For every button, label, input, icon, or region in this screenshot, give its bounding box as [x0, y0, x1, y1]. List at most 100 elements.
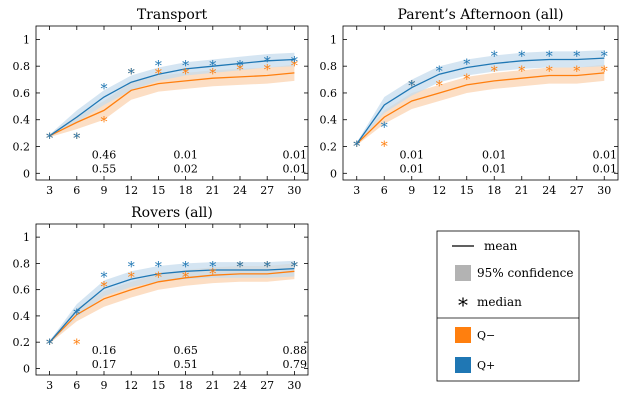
x-tick-label: 9 — [101, 184, 108, 197]
x-tick-label: 15 — [151, 184, 165, 197]
median-marker-q-minus: * — [491, 64, 498, 80]
median-marker-q-plus: * — [182, 260, 189, 276]
x-tick-label: 9 — [408, 184, 415, 197]
annotation-top: 0.65 — [173, 344, 198, 357]
mean-line-q-minus — [356, 72, 605, 145]
median-marker-q-minus: * — [381, 139, 388, 155]
median-marker-q-plus: * — [209, 260, 216, 276]
median-marker-q-plus: * — [73, 307, 80, 323]
legend-confidence-label: 95% confidence — [477, 266, 574, 280]
legend-q-minus-swatch-icon — [455, 327, 471, 343]
annotation-bottom: 0.17 — [92, 358, 117, 371]
annotation-top: 0.46 — [92, 149, 117, 162]
legend-confidence-swatch-icon — [455, 265, 471, 281]
y-tick-label: 0.8 — [320, 60, 338, 73]
median-marker-q-minus: * — [182, 270, 189, 286]
x-tick-label: 24 — [233, 184, 247, 197]
median-marker-q-plus: * — [182, 59, 189, 75]
median-marker-q-minus: * — [73, 337, 80, 353]
median-marker-q-minus: * — [101, 279, 108, 295]
mean-line-q-minus — [49, 270, 295, 343]
median-marker-q-minus: * — [463, 72, 470, 88]
legend-mean-label: mean — [484, 239, 518, 253]
x-tick-label: 3 — [353, 184, 360, 197]
annotation-bottom: 0.01 — [400, 163, 425, 176]
legend-q-minus-label: Q− — [477, 329, 495, 342]
median-marker-q-minus: * — [264, 63, 271, 79]
x-tick-label: 21 — [515, 184, 529, 197]
x-tick-label: 18 — [179, 379, 193, 392]
median-marker-q-plus: * — [101, 270, 108, 286]
legend-q-plus-swatch-icon — [455, 357, 471, 373]
legend-median-label: median — [477, 295, 522, 309]
median-marker-q-plus: * — [237, 260, 244, 276]
median-marker-q-plus: * — [291, 55, 298, 71]
chart-title: Rovers (all) — [131, 205, 213, 221]
y-tick-label: 0 — [23, 167, 30, 180]
median-marker-q-plus: * — [491, 49, 498, 65]
median-marker-q-plus: * — [155, 59, 162, 75]
median-marker-q-minus: * — [209, 67, 216, 83]
median-marker-q-plus: * — [264, 55, 271, 71]
chart-title: Parent’s Afternoon (all) — [397, 7, 563, 23]
annotation-top: 0.01 — [283, 149, 308, 162]
annotation-bottom: 0.79 — [283, 358, 308, 371]
median-marker-q-plus: * — [573, 49, 580, 65]
y-tick-label: 0.6 — [320, 87, 338, 100]
annotation-bottom: 0.01 — [283, 163, 308, 176]
median-marker-q-plus: * — [436, 64, 443, 80]
x-tick-label: 30 — [597, 184, 611, 197]
annotation-bottom: 0.02 — [173, 163, 198, 176]
median-marker-q-plus: * — [463, 57, 470, 73]
panel-transport: Transport* *** * * * * * ** *** * * * * * *00.20.40.60… — [13, 7, 309, 197]
x-tick-label: 27 — [260, 184, 274, 197]
median-marker-q-minus: * — [209, 266, 216, 282]
median-marker-q-minus: * — [155, 67, 162, 83]
y-tick-label: 0.4 — [13, 114, 31, 127]
median-marker-q-minus: * — [182, 67, 189, 83]
y-tick-label: 0.6 — [13, 87, 31, 100]
median-marker-q-minus: * — [408, 79, 415, 95]
median-marker-q-plus: * — [601, 49, 608, 65]
median-marker-q-minus: * — [573, 64, 580, 80]
median-marker-q-minus: * — [46, 131, 53, 147]
confidence-band-q-plus — [356, 50, 605, 146]
median-marker-q-minus: * — [264, 260, 271, 276]
confidence-band-q-plus — [49, 260, 295, 344]
x-tick-label: 21 — [206, 379, 220, 392]
legend-frame — [436, 230, 580, 382]
annotation-top: 0.01 — [173, 149, 198, 162]
y-tick-label: 0.2 — [13, 336, 31, 349]
y-tick-label: 1 — [23, 33, 30, 46]
x-tick-label: 18 — [487, 184, 501, 197]
median-marker-q-plus: * — [381, 120, 388, 136]
annotation-top: 0.01 — [400, 149, 425, 162]
x-tick-label: 6 — [73, 184, 80, 197]
annotation-bottom: 0.01 — [593, 163, 618, 176]
mean-line-q-plus — [356, 57, 605, 145]
median-marker-q-plus: * — [237, 59, 244, 75]
median-marker-q-plus: * — [291, 260, 298, 276]
median-marker-q-minus: * — [291, 59, 298, 75]
legend-median-asterisk-icon: * — [458, 293, 468, 317]
median-marker-q-minus: * — [128, 67, 135, 83]
annotation-top: 0.01 — [482, 149, 507, 162]
median-marker-q-minus: * — [46, 337, 53, 353]
x-tick-label: 18 — [179, 184, 193, 197]
mean-line-q-minus — [49, 72, 295, 137]
x-tick-label: 9 — [101, 379, 108, 392]
confidence-band-q-minus — [356, 64, 605, 146]
median-marker-q-minus: * — [436, 79, 443, 95]
x-tick-label: 30 — [287, 184, 301, 197]
chart-title: Transport — [137, 7, 208, 23]
x-tick-label: 30 — [287, 379, 301, 392]
annotation-top: 0.16 — [92, 344, 117, 357]
x-tick-label: 6 — [73, 379, 80, 392]
y-tick-label: 0.4 — [320, 114, 338, 127]
median-marker-q-plus: * — [73, 131, 80, 147]
plot-frame — [35, 25, 309, 181]
x-tick-label: 3 — [46, 184, 53, 197]
mean-line-q-plus — [49, 267, 295, 343]
y-tick-label: 0.4 — [13, 310, 31, 323]
